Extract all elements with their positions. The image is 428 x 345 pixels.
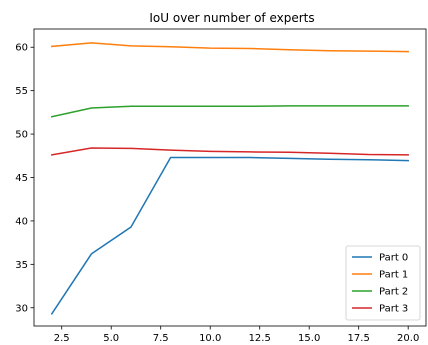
x-tick-label: 2.5 bbox=[54, 333, 70, 344]
y-tick-label: 40 bbox=[15, 216, 28, 227]
y-tick-label: 30 bbox=[15, 303, 28, 314]
x-tick-label: 5.0 bbox=[103, 333, 119, 344]
x-tick-label: 20.0 bbox=[397, 333, 419, 344]
x-tick-label: 15.0 bbox=[298, 333, 320, 344]
legend-box bbox=[345, 245, 421, 321]
y-axis: 30 35 40 45 50 55 60 bbox=[15, 43, 34, 314]
x-tick-label: 17.5 bbox=[348, 333, 370, 344]
legend-label: Part 3 bbox=[379, 304, 408, 315]
x-axis: 2.5 5.0 7.5 10.0 12.5 15.0 17.5 20.0 bbox=[54, 326, 419, 344]
series-line-part-2 bbox=[50, 105, 409, 118]
y-tick-label: 60 bbox=[15, 43, 28, 54]
y-tick-label: 55 bbox=[15, 86, 28, 97]
x-tick-label: 10.0 bbox=[199, 333, 221, 344]
legend: Part 0 Part 1 Part 2 Part 3 bbox=[345, 245, 421, 321]
x-tick-label: 7.5 bbox=[153, 333, 169, 344]
y-tick-label: 50 bbox=[15, 130, 28, 141]
legend-label: Part 2 bbox=[379, 287, 408, 298]
x-tick-label: 12.5 bbox=[249, 333, 271, 344]
series-lines bbox=[50, 42, 409, 315]
series-line-part-0 bbox=[50, 156, 409, 315]
legend-label: Part 1 bbox=[379, 270, 408, 281]
y-tick-label: 45 bbox=[15, 173, 28, 184]
chart-title: IoU over number of experts bbox=[149, 11, 314, 25]
y-tick-label: 35 bbox=[15, 260, 28, 271]
series-line-part-3 bbox=[50, 147, 409, 156]
series-line-part-1 bbox=[50, 42, 409, 53]
legend-label: Part 0 bbox=[379, 253, 408, 264]
